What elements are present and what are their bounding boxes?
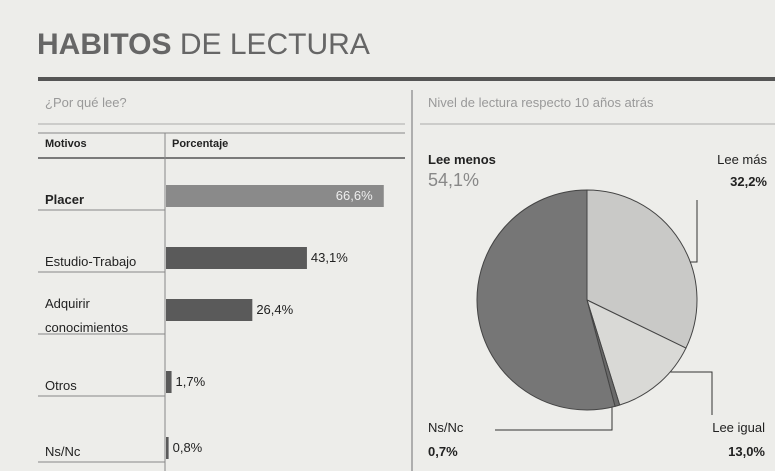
chart-subtitle: Nivel de lectura respecto 10 años atrás [428,95,654,110]
column-header: Porcentaje [172,138,229,150]
bar [166,247,307,269]
slice-label: Lee igual [712,420,765,435]
slice-value: 32,2% [730,174,767,189]
slice-label: Ns/Nc [428,420,464,435]
pie-slice [586,189,698,349]
leader-line [655,371,713,415]
slice-label: Lee más [717,152,767,167]
slice-value: 54,1% [428,170,480,190]
chart-subtitle: ¿Por qué lee? [45,95,127,110]
slice-value: 0,7% [428,444,458,459]
value-label: 43,1% [310,250,348,265]
slice-value: 13,0% [728,444,765,459]
title: DE LECTURA [179,28,370,61]
category-label: Otros [45,378,77,393]
leader-line [495,402,613,431]
value-label: 1,7% [175,374,206,389]
slice-label: Lee menos [428,152,496,167]
category-label: Ns/Nc [45,444,81,459]
category-label: Adquirir conocimientos [45,296,129,335]
bar [166,185,384,207]
value-label: 0,8% [172,440,203,455]
pie-slice [476,189,616,411]
category-label: Estudio-Trabajo [45,254,137,269]
column-header: Motivos [45,138,87,150]
bar [166,371,172,393]
value-label: 26,4% [256,302,294,317]
value-label: 66,6% [335,188,373,203]
bar [166,299,253,321]
bar [166,437,169,459]
title-bold: HABITOS [37,28,172,61]
category-label: Placer [45,192,85,207]
